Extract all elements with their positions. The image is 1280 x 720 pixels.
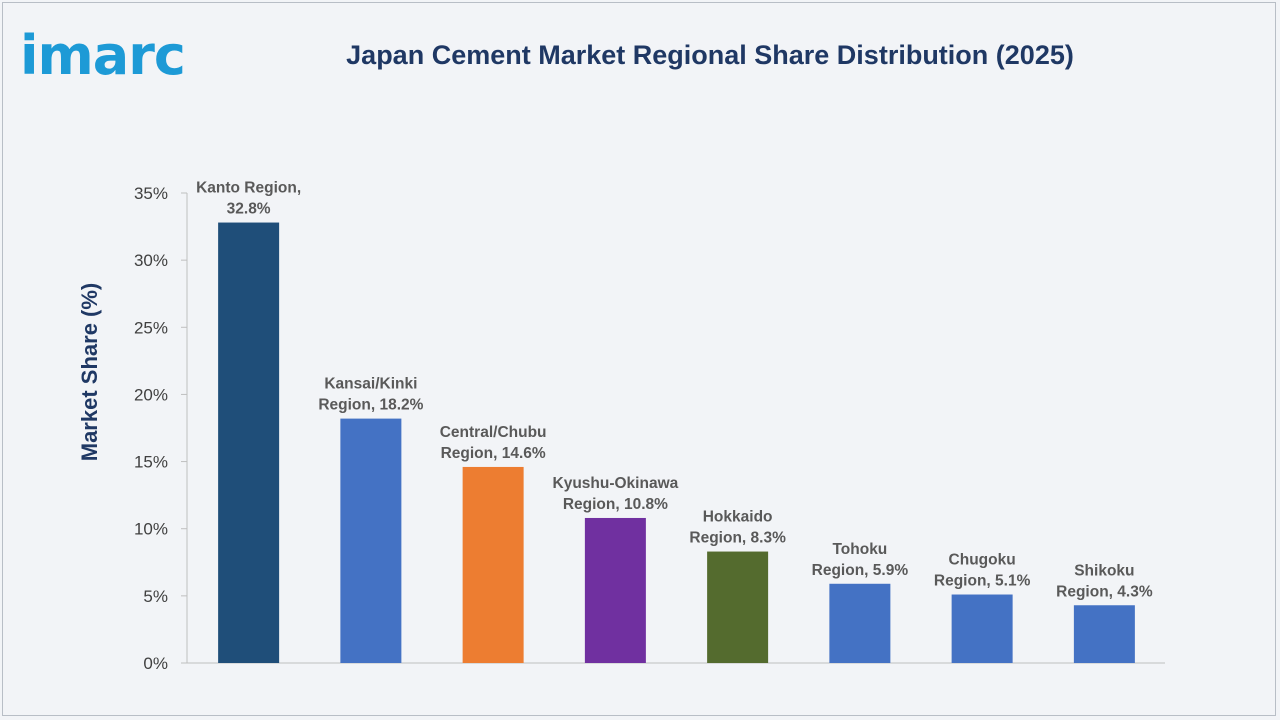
logo-text: imarc bbox=[20, 24, 185, 86]
y-tick-label: 5% bbox=[143, 587, 168, 606]
y-tick-label: 35% bbox=[134, 184, 168, 203]
data-label: Kyushu-Okinawa Region, 10.8% bbox=[553, 475, 679, 513]
chart-title: Japan Cement Market Regional Share Distr… bbox=[346, 40, 1074, 70]
data-label: Kanto Region, 32.8% bbox=[196, 180, 301, 218]
y-tick-label: 10% bbox=[134, 520, 168, 539]
y-tick-label: 25% bbox=[134, 318, 168, 337]
data-labels: Kanto Region, 32.8% Kansai/Kinki Region, 18… bbox=[196, 180, 1153, 601]
axes: 0% 5% 10% 15% 20% 25% 30% 35% bbox=[134, 184, 1165, 673]
data-label: Shikoku Region, 4.3% bbox=[1056, 562, 1153, 600]
y-tick-label: 20% bbox=[134, 385, 168, 404]
data-label: Central/Chubu Region, 14.6% bbox=[440, 424, 547, 462]
imarc-logo: imarc bbox=[20, 24, 186, 86]
bar bbox=[340, 418, 402, 663]
bar bbox=[1073, 605, 1135, 663]
y-tick-label: 0% bbox=[143, 654, 168, 673]
bar bbox=[462, 466, 524, 663]
data-label: Kansai/Kinki Region, 18.2% bbox=[318, 376, 423, 414]
bar bbox=[951, 594, 1013, 663]
data-label: Tohoku Region, 5.9% bbox=[812, 541, 909, 579]
data-label: Hokkaido Region, 8.3% bbox=[689, 509, 786, 547]
bar bbox=[829, 583, 891, 663]
bar bbox=[584, 517, 646, 663]
bar bbox=[218, 222, 280, 664]
y-axis-title: Market Share (%) bbox=[77, 283, 102, 462]
y-tick-label: 15% bbox=[134, 453, 168, 472]
bar bbox=[707, 551, 769, 663]
y-tick-label: 30% bbox=[134, 251, 168, 270]
data-label: Chugoku Region, 5.1% bbox=[934, 552, 1031, 590]
bars bbox=[218, 222, 1135, 664]
